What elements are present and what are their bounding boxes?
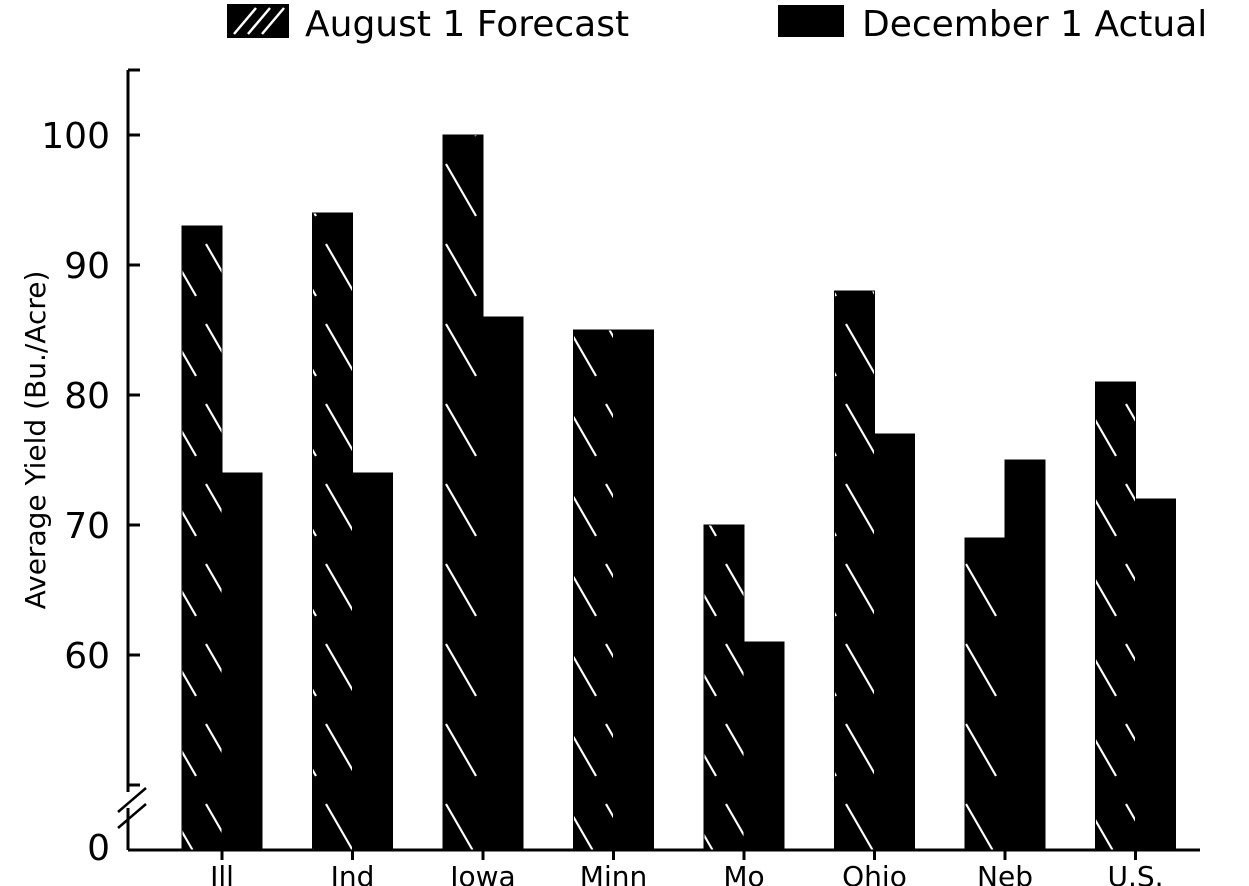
- bar-forecast-us: [1095, 381, 1136, 851]
- x-tick-label: Neb: [977, 860, 1033, 886]
- axis-break-mark: [117, 787, 147, 813]
- x-tick-label: Ill: [210, 860, 234, 886]
- y-axis-title: Average Yield (Bu./Acre): [19, 271, 52, 610]
- bar-actual-mo: [743, 641, 785, 851]
- bar-forecast-minn: [573, 329, 614, 851]
- bars: [181, 134, 1176, 851]
- bar-actual-minn: [613, 329, 654, 851]
- legend-swatch-hatch: [233, 7, 257, 35]
- y-tick-label: 60: [64, 636, 110, 677]
- legend-swatch-actual: [778, 5, 844, 37]
- bar-actual-us: [1135, 498, 1176, 851]
- bar-forecast-ill: [181, 225, 223, 851]
- y-tick-label: 80: [64, 376, 110, 417]
- bar-actual-ohio: [874, 433, 915, 851]
- bar-actual-ill: [221, 472, 263, 851]
- y-tick-label: 100: [41, 116, 110, 157]
- y-ticks: 60 70 80 90 100 0: [41, 68, 140, 869]
- y-tick-label: 90: [64, 246, 110, 287]
- x-tick-labels: Ill Ind Iowa Minn Mo Ohio Neb U.S.: [210, 850, 1164, 886]
- x-tick-label: Ohio: [842, 860, 907, 886]
- legend-swatch-forecast: [227, 4, 289, 38]
- bar-actual-neb: [1004, 459, 1046, 851]
- bar-forecast-neb: [964, 537, 1006, 851]
- bar-actual-ind: [352, 472, 393, 851]
- y-tick-label-zero: 0: [87, 828, 110, 869]
- bar-actual-iowa: [482, 316, 524, 851]
- x-tick-label: Mo: [723, 860, 764, 886]
- axis-break-mark: [117, 803, 147, 829]
- bar-forecast-mo: [703, 524, 745, 851]
- legend-label-actual: December 1 Actual: [862, 4, 1207, 45]
- bar-forecast-ohio: [834, 290, 875, 851]
- legend-label-forecast: August 1 Forecast: [305, 4, 629, 45]
- bar-forecast-ind: [312, 212, 353, 851]
- x-tick-label: Ind: [331, 860, 375, 886]
- x-tick-label: Iowa: [450, 860, 515, 886]
- x-tick-label: U.S.: [1107, 860, 1163, 886]
- legend-swatch-hatch: [261, 7, 285, 35]
- bar-forecast-iowa: [442, 134, 484, 851]
- x-tick-label: Minn: [580, 860, 647, 886]
- legend-swatch-hatch: [247, 7, 271, 35]
- y-tick-label: 70: [64, 506, 110, 547]
- legend: August 1 Forecast December 1 Actual: [227, 4, 1207, 45]
